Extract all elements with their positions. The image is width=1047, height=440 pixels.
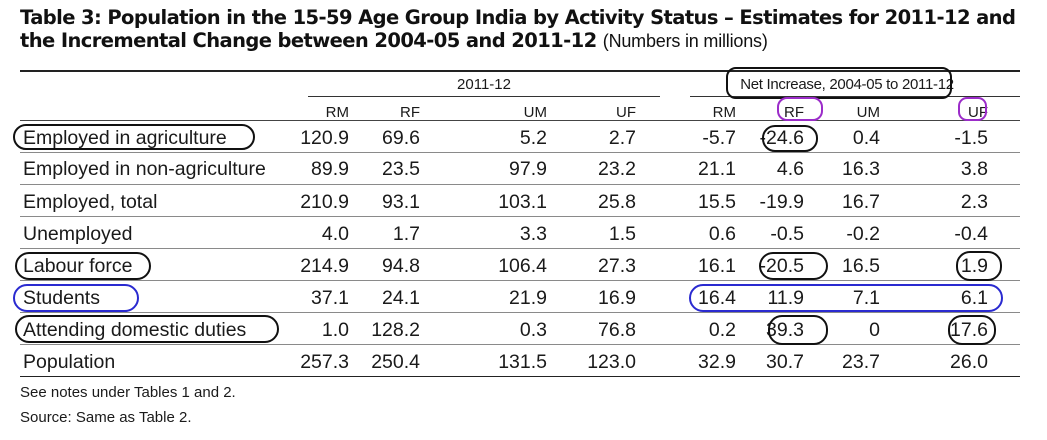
row-label: Students <box>23 287 100 309</box>
table-cell: -24.6 <box>759 127 804 149</box>
table-cell: 69.6 <box>382 127 420 149</box>
table-cell: 11.9 <box>767 287 804 309</box>
table-cell: -19.9 <box>759 191 804 213</box>
row-rule <box>20 152 1020 153</box>
table-cell: 16.9 <box>598 287 636 309</box>
table-cell: 0.6 <box>708 223 736 245</box>
column-header: UF <box>616 104 636 121</box>
table-source: Source: Same as Table 2. <box>20 409 192 426</box>
row-rule <box>20 280 1020 281</box>
table-cell: 23.2 <box>598 158 636 180</box>
table-cell: 0.4 <box>852 127 880 149</box>
row-rule <box>20 312 1020 313</box>
column-header: UM <box>856 104 880 121</box>
table-top-rule <box>20 70 1020 72</box>
table-cell: 24.1 <box>382 287 420 309</box>
table-cell: 26.0 <box>950 351 988 373</box>
table-cell: 1.7 <box>392 223 420 245</box>
table-cell: 3.3 <box>519 223 547 245</box>
table-cell: 16.1 <box>698 255 736 277</box>
table-cell: 4.0 <box>321 223 349 245</box>
table-cell: -20.5 <box>759 255 804 277</box>
row-label: Employed in non-agriculture <box>23 158 266 180</box>
table-cell: 5.2 <box>519 127 547 149</box>
table-cell: -0.2 <box>846 223 880 245</box>
table-cell: 16.5 <box>842 255 880 277</box>
group-header-net-increase: Net Increase, 2004-05 to 2011-12 <box>740 76 954 93</box>
table-cell: 21.9 <box>509 287 547 309</box>
table-cell: 23.7 <box>842 351 880 373</box>
column-header: UM <box>523 104 547 121</box>
row-rule <box>20 216 1020 217</box>
row-label: Population <box>23 351 116 373</box>
table-cell: 25.8 <box>598 191 636 213</box>
row-rule <box>20 344 1020 345</box>
table-cell: 1.9 <box>960 255 988 277</box>
table-cell: 16.7 <box>842 191 880 213</box>
table-cell: 6.1 <box>960 287 988 309</box>
table-cell: 257.3 <box>300 351 349 373</box>
row-label: Labour force <box>23 255 133 277</box>
table-cell: -5.7 <box>702 127 736 149</box>
table-note: See notes under Tables 1 and 2. <box>20 384 236 401</box>
group-rule-2011-12 <box>308 96 660 97</box>
table-cell: 210.9 <box>300 191 349 213</box>
table-cell: 97.9 <box>509 158 547 180</box>
table-cell: 0.3 <box>519 319 547 341</box>
row-rule <box>20 248 1020 249</box>
table-cell: 1.5 <box>608 223 636 245</box>
row-rule <box>20 376 1020 377</box>
table-cell: 2.3 <box>960 191 988 213</box>
table-cell: 89.9 <box>311 158 349 180</box>
row-label: Attending domestic duties <box>23 319 247 341</box>
table-cell: 39.3 <box>766 319 804 341</box>
table-cell: 76.8 <box>598 319 636 341</box>
group-header-2011-12: 2011-12 <box>457 76 511 93</box>
column-header: RF <box>784 104 804 121</box>
table-cell: 106.4 <box>498 255 547 277</box>
table-cell: 93.1 <box>382 191 420 213</box>
row-label: Employed in agriculture <box>23 127 227 149</box>
table-cell: 32.9 <box>698 351 736 373</box>
row-rule <box>20 184 1020 185</box>
table-cell: 123.0 <box>587 351 636 373</box>
table-title-text: Table 3: Population in the 15-59 Age Gro… <box>20 6 1016 52</box>
table-cell: -0.5 <box>770 223 804 245</box>
table-cell: 37.1 <box>311 287 349 309</box>
table-cell: 23.5 <box>382 158 420 180</box>
row-label: Employed, total <box>23 191 158 213</box>
table-title: Table 3: Population in the 15-59 Age Gro… <box>20 6 1030 53</box>
table-cell: 0 <box>869 319 880 341</box>
table-cell: 30.7 <box>766 351 804 373</box>
table-cell: 128.2 <box>371 319 420 341</box>
row-label: Unemployed <box>23 223 133 245</box>
table-cell: 17.6 <box>950 319 988 341</box>
table-cell: 3.8 <box>960 158 988 180</box>
column-header: RM <box>325 104 349 121</box>
table-cell: 4.6 <box>776 158 804 180</box>
header-rule <box>20 120 1020 121</box>
table-cell: 27.3 <box>598 255 636 277</box>
table-cell: 21.1 <box>698 158 736 180</box>
table-cell: 0.2 <box>708 319 736 341</box>
table-cell: 94.8 <box>382 255 420 277</box>
table-cell: 120.9 <box>300 127 349 149</box>
table-cell: 1.0 <box>321 319 349 341</box>
table-cell: 214.9 <box>300 255 349 277</box>
table-cell: 16.3 <box>842 158 880 180</box>
table-cell: 7.1 <box>852 287 880 309</box>
table-cell: 2.7 <box>608 127 636 149</box>
table-cell: 250.4 <box>371 351 420 373</box>
column-header: UF <box>968 104 988 121</box>
table-cell: -1.5 <box>954 127 988 149</box>
table-cell: 103.1 <box>498 191 547 213</box>
group-rule-net-increase <box>690 96 1020 97</box>
column-header: RM <box>712 104 736 121</box>
table-cell: 131.5 <box>498 351 547 373</box>
table-cell: 15.5 <box>698 191 736 213</box>
column-header: RF <box>400 104 420 121</box>
table-cell: -0.4 <box>954 223 988 245</box>
table-units: (Numbers in millions) <box>602 31 768 51</box>
